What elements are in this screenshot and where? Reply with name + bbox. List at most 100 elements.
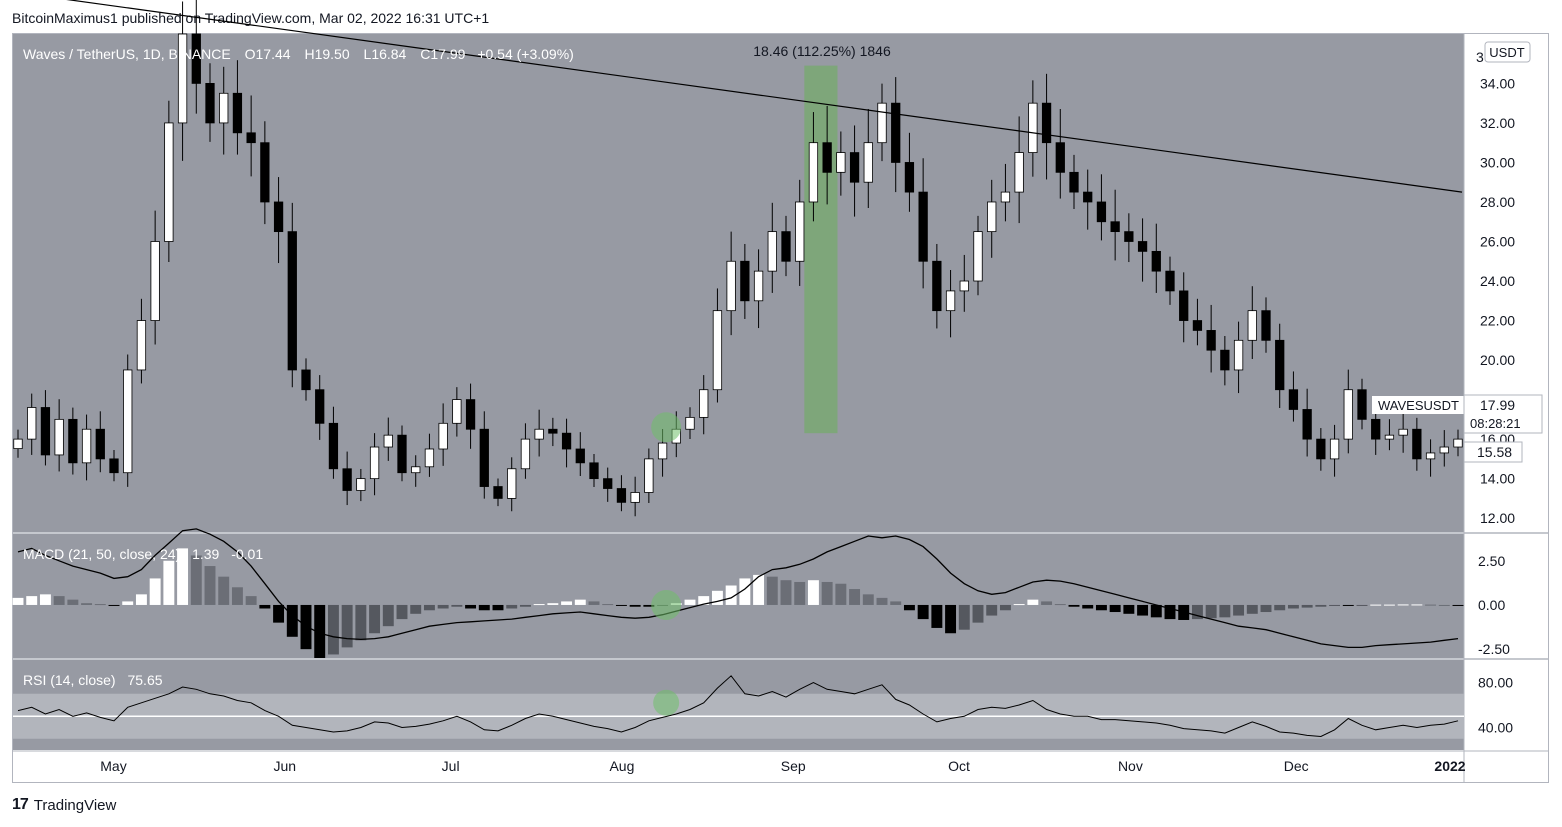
candle bbox=[1357, 389, 1367, 420]
macd-histogram-bar bbox=[725, 585, 737, 605]
macd-histogram-bar bbox=[314, 604, 326, 658]
price-tick-label: 3 bbox=[1476, 49, 1484, 65]
time-tick-label: Dec bbox=[1284, 758, 1309, 774]
candle bbox=[795, 201, 805, 262]
price-title-text: Waves / TetherUS, 1D, BINANCE O17.44 H19… bbox=[23, 46, 574, 62]
macd-histogram-bar bbox=[94, 604, 106, 606]
candle bbox=[1110, 221, 1120, 233]
candle bbox=[1055, 142, 1065, 173]
macd-histogram-bar bbox=[369, 604, 381, 634]
macd-histogram-bar bbox=[218, 576, 230, 605]
price-tick-label: 30.00 bbox=[1480, 154, 1515, 170]
macd-title: MACD (21, 50, close, 24) bbox=[23, 546, 180, 562]
candle bbox=[973, 231, 983, 282]
macd-histogram-bar bbox=[903, 604, 915, 611]
macd-histogram-bar bbox=[81, 603, 93, 605]
candle bbox=[1069, 171, 1079, 193]
highlight-zone bbox=[804, 65, 838, 434]
candle bbox=[1000, 191, 1011, 203]
candle bbox=[246, 132, 256, 144]
macd-histogram-bar bbox=[684, 599, 696, 605]
candle bbox=[479, 428, 489, 487]
macd-histogram-bar bbox=[945, 604, 957, 634]
macd-histogram-bar bbox=[26, 596, 38, 605]
macd-histogram-bar bbox=[12, 597, 24, 605]
candle bbox=[589, 462, 599, 480]
ohlc-close: 17.99 bbox=[430, 46, 465, 62]
candle bbox=[1302, 409, 1312, 440]
candle bbox=[1288, 389, 1299, 410]
symbol-label: WAVESUSDT bbox=[1378, 398, 1459, 413]
ohlc-l-label: L bbox=[364, 46, 372, 62]
candle bbox=[1096, 201, 1107, 223]
macd-pane[interactable] bbox=[13, 534, 1464, 658]
candle bbox=[54, 418, 64, 456]
candle bbox=[753, 270, 764, 302]
macd-value: 1.39 bbox=[192, 546, 219, 562]
candle bbox=[891, 102, 901, 163]
macd-histogram-bar bbox=[876, 597, 888, 605]
macd-histogram-bar bbox=[1425, 604, 1437, 606]
candle bbox=[411, 466, 421, 474]
candle bbox=[1220, 349, 1230, 371]
candle bbox=[1316, 438, 1326, 460]
rsi-circle bbox=[653, 689, 680, 716]
candle bbox=[342, 468, 352, 491]
macd-histogram-bar bbox=[753, 574, 765, 605]
macd-signal-value: -0.01 bbox=[231, 546, 263, 562]
macd-histogram-bar bbox=[1342, 604, 1354, 606]
publisher-caption: BitcoinMaximus1 published on TradingView… bbox=[12, 10, 490, 26]
candle bbox=[164, 122, 174, 242]
macd-histogram-bar bbox=[1164, 604, 1176, 620]
candle bbox=[616, 488, 627, 503]
candle bbox=[95, 428, 105, 460]
macd-histogram-bar bbox=[1383, 604, 1395, 606]
descending-resistance-line[interactable] bbox=[31, 0, 1463, 193]
price-axis[interactable] bbox=[1464, 34, 1548, 750]
macd-histogram-bar bbox=[574, 599, 586, 605]
level-price-box bbox=[1463, 441, 1523, 463]
macd-histogram-bar bbox=[245, 596, 257, 605]
time-tick-label: Sep bbox=[781, 758, 806, 774]
macd-histogram-bar bbox=[821, 581, 833, 605]
price-tick-label: 14.00 bbox=[1480, 471, 1515, 487]
candle bbox=[424, 448, 435, 468]
macd-histogram-bar bbox=[135, 594, 147, 605]
price-tick-label: 34.00 bbox=[1480, 75, 1515, 91]
macd-histogram-bar bbox=[931, 604, 943, 628]
price-pane[interactable] bbox=[13, 34, 1464, 532]
candle bbox=[822, 142, 832, 173]
macd-histogram-bar bbox=[958, 604, 970, 630]
macd-title-text: MACD (21, 50, close, 24) 1.39 -0.01 bbox=[23, 546, 263, 562]
macd-histogram-bar bbox=[300, 604, 312, 650]
macd-histogram-bar bbox=[1219, 604, 1231, 618]
macd-histogram-bar bbox=[1150, 604, 1162, 618]
candle bbox=[1151, 250, 1161, 272]
measure-label: 18.46 (112.25%) 1846 bbox=[753, 43, 891, 59]
candle bbox=[507, 468, 517, 499]
macd-histogram-bar bbox=[615, 604, 627, 606]
macd-histogram-bar bbox=[327, 604, 339, 655]
candle bbox=[1124, 231, 1134, 242]
macd-histogram-bar bbox=[766, 576, 778, 605]
ohlc-open: 17.44 bbox=[256, 46, 291, 62]
time-tick-label: Nov bbox=[1118, 758, 1143, 774]
time-tick-label: Oct bbox=[948, 758, 970, 774]
candle bbox=[260, 142, 270, 203]
macd-histogram-bar bbox=[807, 580, 819, 605]
last-price-box bbox=[1463, 394, 1543, 434]
candle bbox=[726, 260, 736, 312]
candle bbox=[904, 162, 915, 193]
macd-histogram-bar bbox=[1315, 604, 1327, 607]
candle bbox=[836, 152, 846, 173]
candle bbox=[1165, 270, 1175, 292]
candle bbox=[945, 290, 956, 312]
macd-histogram-bar bbox=[588, 601, 600, 605]
macd-histogram-bar bbox=[1205, 604, 1217, 619]
rsi-value: 75.65 bbox=[127, 672, 162, 688]
macd-histogram-bar bbox=[204, 566, 216, 605]
candle bbox=[575, 448, 585, 464]
macd-histogram-bar bbox=[108, 604, 120, 606]
currency-badge[interactable] bbox=[1484, 41, 1531, 63]
